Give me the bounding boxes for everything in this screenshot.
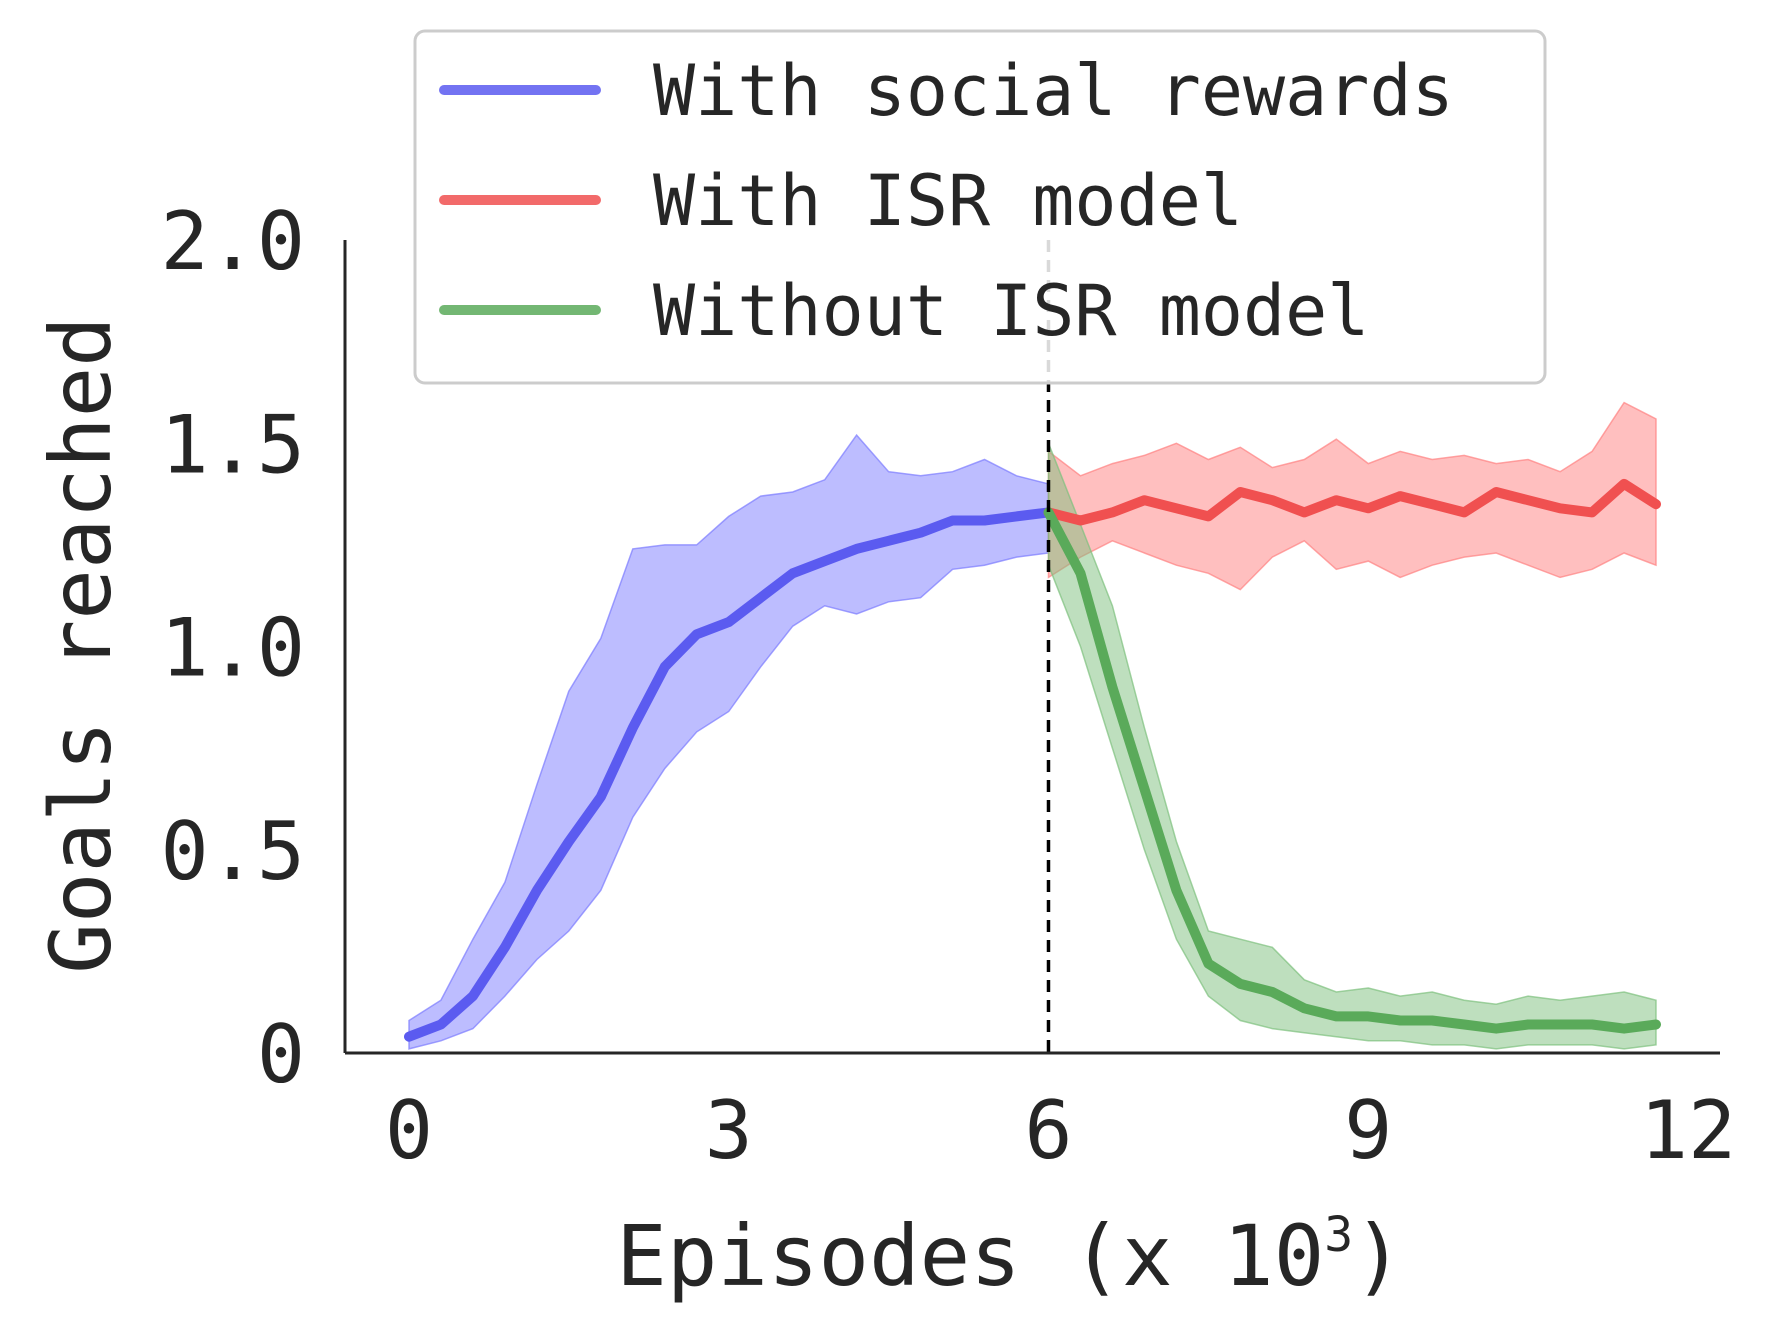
x-tick-label: 6 <box>1024 1084 1072 1177</box>
y-tick-label: 0 <box>257 1008 305 1101</box>
with-social-rewards-line <box>404 507 1054 1042</box>
x-axis-label-exponent: 3 <box>1324 1207 1353 1263</box>
y-tick-labels: 0 0.5 1.0 1.5 2.0 <box>161 195 306 1101</box>
with-social-rewards-band <box>408 433 1050 1050</box>
series-lines <box>404 478 1661 1042</box>
x-tick-label: 12 <box>1640 1084 1736 1177</box>
without-isr-model-line <box>1043 507 1661 1034</box>
x-tick-labels: 0 3 6 9 12 <box>385 1084 1736 1177</box>
x-tick-label: 3 <box>705 1084 753 1177</box>
without-isr-model-band <box>1047 443 1657 1050</box>
with-isr-model-line <box>1043 478 1661 526</box>
legend-box <box>413 29 1547 385</box>
confidence-bands <box>408 401 1657 1050</box>
y-tick-label: 2.0 <box>161 195 306 288</box>
x-axis-label: Episodes (x 103) <box>616 1207 1404 1305</box>
legend-label-without-isr-model: Without ISR model <box>653 270 1369 352</box>
y-tick-label: 1.5 <box>161 398 306 491</box>
y-tick-label: 0.5 <box>161 805 306 898</box>
y-axis-label: Goals reached <box>32 316 130 973</box>
x-tick-label: 9 <box>1344 1084 1392 1177</box>
y-tick-label: 1.0 <box>161 602 306 695</box>
legend: With social rewards With ISR model Without… <box>413 29 1547 385</box>
with-isr-model-band <box>1047 401 1657 591</box>
x-axis-label-main: Episodes (x 10 <box>616 1207 1324 1305</box>
legend-label-with-isr-model: With ISR model <box>653 160 1243 242</box>
legend-label-with-social-rewards: With social rewards <box>653 50 1454 132</box>
x-axis-label-end: ) <box>1353 1207 1404 1305</box>
x-tick-label: 0 <box>385 1084 433 1177</box>
